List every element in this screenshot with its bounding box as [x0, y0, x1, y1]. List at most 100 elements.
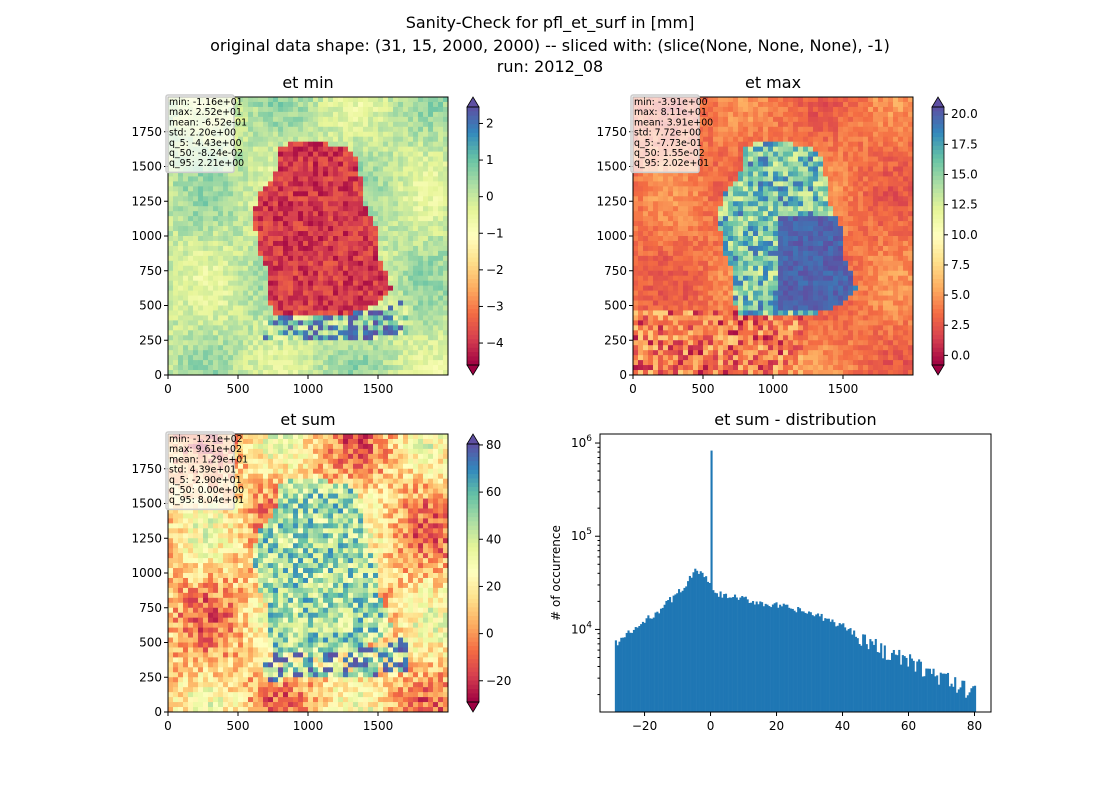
heatmap-cell — [368, 141, 374, 148]
heatmap-cell — [708, 161, 714, 167]
heatmap-cell — [423, 226, 429, 232]
heatmap-cell — [218, 275, 224, 282]
heatmap-cell — [173, 245, 179, 252]
heatmap-cell — [278, 245, 284, 252]
heatmap-cell — [883, 171, 889, 177]
heatmap-cell — [228, 315, 234, 321]
heatmap-cell — [778, 196, 784, 202]
heatmap-cell — [678, 186, 684, 192]
heatmap-cell — [223, 300, 229, 306]
heatmap-cell — [258, 365, 264, 371]
heatmap-cell — [268, 236, 274, 242]
heatmap-cell — [243, 136, 249, 143]
heatmap-cell — [428, 260, 434, 267]
heatmap-cell — [428, 97, 434, 103]
heatmap-cell — [313, 240, 319, 247]
heatmap-cell — [283, 330, 289, 336]
heatmap-cell — [308, 101, 314, 108]
heatmap-cell — [188, 270, 194, 277]
heatmap-cell — [698, 221, 704, 227]
heatmap-cell — [198, 255, 204, 262]
heatmap-cell — [383, 111, 389, 118]
heatmap-cell — [333, 126, 339, 133]
heatmap-cell — [298, 330, 304, 336]
heatmap-cell — [248, 211, 254, 217]
heatmap-cell — [258, 305, 264, 311]
heatmap-cell — [393, 141, 399, 148]
heatmap-cell — [748, 161, 754, 167]
heatmap-cell — [418, 330, 424, 336]
heatmap-cell — [173, 365, 179, 371]
heatmap-cell — [263, 206, 269, 212]
heatmap-cell — [793, 151, 799, 157]
heatmap-cell — [843, 181, 849, 187]
heatmap-cell — [268, 280, 274, 287]
heatmap-cell — [348, 355, 354, 361]
heatmap-cell — [403, 191, 409, 197]
heatmap-cell — [408, 285, 414, 291]
heatmap-cell — [388, 360, 394, 366]
heatmap-cell — [263, 330, 269, 336]
heatmap-cell — [703, 126, 709, 133]
heatmap-cell — [743, 216, 749, 222]
heatmap-cell — [413, 320, 419, 326]
heatmap-cell — [198, 350, 204, 356]
heatmap-cell — [773, 101, 779, 108]
heatmap-cell — [253, 186, 259, 192]
heatmap-cell — [173, 265, 179, 272]
heatmap-cell — [353, 181, 359, 187]
heatmap-cell — [768, 131, 774, 138]
heatmap-cell — [338, 116, 344, 123]
heatmap-cell — [748, 191, 754, 197]
heatmap-cell — [808, 111, 814, 118]
heatmap-cell — [388, 340, 394, 346]
heatmap-cell — [838, 111, 844, 118]
heatmap-cell — [203, 206, 209, 212]
heatmap-cell — [343, 126, 349, 133]
heatmap-cell — [303, 141, 309, 148]
heatmap-cell — [353, 295, 359, 301]
heatmap-cell — [823, 136, 829, 143]
heatmap-cell — [233, 360, 239, 366]
heatmap-cell — [358, 345, 364, 351]
heatmap-cell — [883, 181, 889, 187]
heatmap-cell — [273, 340, 279, 346]
heatmap-cell — [338, 270, 344, 277]
heatmap-cell — [283, 370, 289, 376]
heatmap-cell — [763, 186, 769, 192]
heatmap-cell — [168, 305, 174, 311]
heatmap-cell — [303, 310, 309, 316]
colorbar-segment — [467, 145, 479, 151]
heatmap-cell — [713, 146, 719, 152]
heatmap-cell — [303, 345, 309, 351]
heatmap-cell — [873, 131, 879, 138]
heatmap-cell — [233, 260, 239, 267]
heatmap-cell — [248, 101, 254, 108]
heatmap-cell — [433, 310, 439, 316]
heatmap-cell — [878, 221, 884, 227]
heatmap-cell — [223, 171, 229, 177]
heatmap-cell — [203, 176, 209, 182]
heatmap-cell — [213, 260, 219, 267]
heatmap-cell — [363, 330, 369, 336]
heatmap-cell — [873, 101, 879, 108]
heatmap-cell — [353, 320, 359, 326]
heatmap-cell — [198, 221, 204, 227]
heatmap-cell — [828, 231, 834, 237]
heatmap-cell — [338, 325, 344, 331]
heatmap-cell — [443, 360, 449, 366]
heatmap-cell — [748, 181, 754, 187]
heatmap-cell — [358, 111, 364, 118]
heatmap-cell — [358, 116, 364, 123]
heatmap-cell — [253, 355, 259, 361]
heatmap-cell — [438, 171, 444, 177]
heatmap-cell — [233, 226, 239, 232]
heatmap-cell — [243, 345, 249, 351]
heatmap-cell — [278, 260, 284, 267]
heatmap-cell — [828, 131, 834, 138]
heatmap-cell — [718, 126, 724, 133]
heatmap-cell — [368, 121, 374, 128]
heatmap-cell — [808, 186, 814, 192]
heatmap-cell — [728, 106, 734, 113]
heatmap-cell — [333, 101, 339, 108]
